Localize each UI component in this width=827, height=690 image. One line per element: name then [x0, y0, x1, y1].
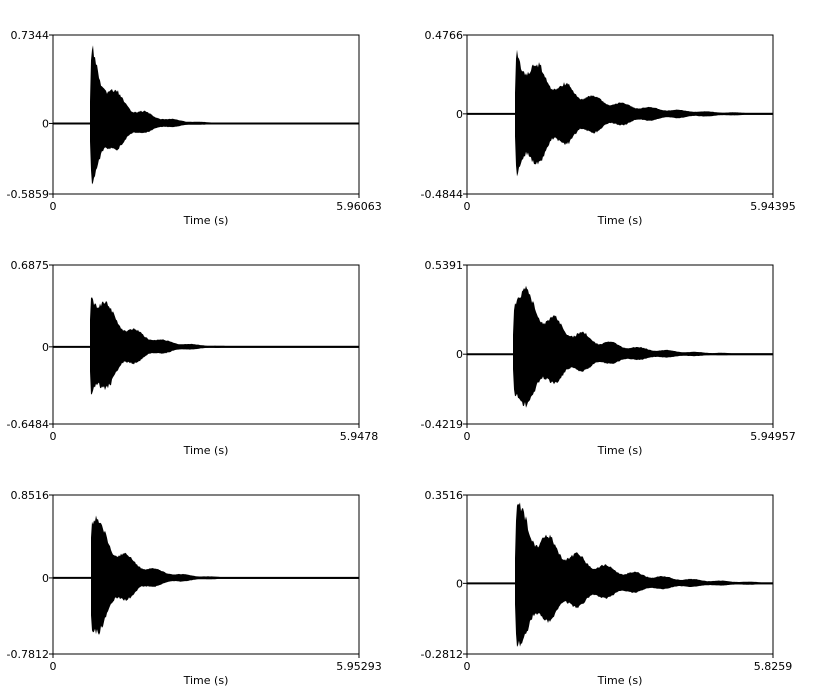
plot-frame: [466, 494, 774, 655]
x-tick-label: 0: [464, 200, 471, 213]
plot-frame: [52, 264, 360, 425]
x-axis-label: Time (s): [183, 674, 229, 687]
y-tick-label: 0.5391: [425, 259, 464, 272]
plot-frame: [52, 494, 360, 655]
y-tick-label: -0.6484: [7, 418, 49, 431]
x-tick-label: 5.8259: [754, 660, 793, 673]
x-tick-label: 0: [50, 430, 57, 443]
y-tick-label: 0: [456, 348, 463, 361]
y-tick-label: -0.5859: [7, 188, 49, 201]
y-tick-label: 0: [42, 572, 49, 585]
x-tick-label: 0: [464, 660, 471, 673]
x-tick-label: 5.94957: [750, 430, 796, 443]
x-axis-label: Time (s): [183, 214, 229, 227]
waveform-signal: [91, 515, 359, 635]
y-tick-label: -0.4219: [421, 418, 463, 431]
x-tick-label: 5.94395: [750, 200, 796, 213]
y-tick-label: 0: [42, 341, 49, 354]
x-tick-label: 0: [464, 430, 471, 443]
y-tick-label: -0.7812: [7, 648, 49, 661]
x-axis-label: Time (s): [597, 674, 643, 687]
x-tick-label: 5.9478: [340, 430, 379, 443]
x-tick-label: 5.96063: [336, 200, 382, 213]
x-axis-label: Time (s): [597, 444, 643, 457]
x-axis-label: Time (s): [597, 214, 643, 227]
waveform-signal: [515, 502, 773, 647]
plot-frame: [52, 34, 360, 195]
y-tick-label: 0: [456, 108, 463, 121]
x-tick-label: 0: [50, 660, 57, 673]
waveform-signal: [90, 45, 359, 185]
plot-frame: [466, 34, 774, 195]
waveform-signal: [515, 49, 773, 177]
y-tick-label: 0.7344: [11, 29, 50, 42]
y-tick-label: 0: [456, 577, 463, 590]
x-axis-label: Time (s): [183, 444, 229, 457]
y-tick-label: 0.8516: [11, 489, 50, 502]
x-tick-label: 5.95293: [336, 660, 382, 673]
waveform-signal: [90, 297, 359, 395]
y-tick-label: -0.2812: [421, 648, 463, 661]
y-tick-label: 0.4766: [425, 29, 464, 42]
y-tick-label: 0: [42, 117, 49, 130]
x-tick-label: 0: [50, 200, 57, 213]
y-tick-label: 0.3516: [425, 489, 464, 502]
y-tick-label: -0.4844: [421, 188, 463, 201]
plot-frame: [466, 264, 774, 425]
waveform-signal: [513, 285, 773, 408]
y-tick-label: 0.6875: [11, 259, 50, 272]
